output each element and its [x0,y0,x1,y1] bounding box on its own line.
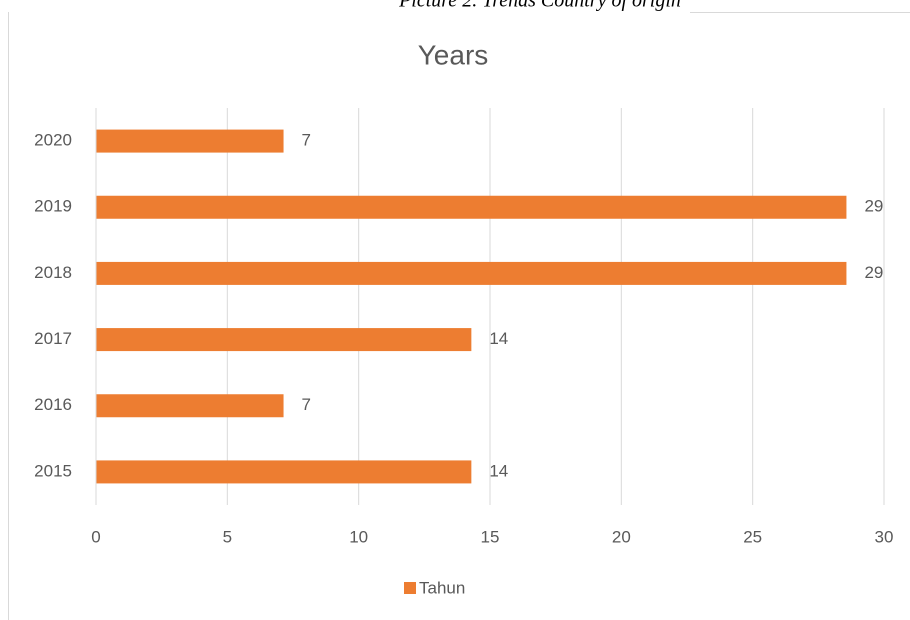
bar [96,129,284,153]
data-label: 14 [489,461,508,480]
y-tick-label: 2020 [34,131,72,150]
x-tick-label: 30 [875,527,894,546]
data-label: 29 [864,263,883,282]
y-tick-label: 2016 [34,395,72,414]
chart-title: Years [418,39,489,70]
bar [96,261,847,285]
y-tick-label: 2017 [34,329,72,348]
y-tick-label: 2015 [34,461,72,480]
x-tick-label: 5 [223,527,232,546]
x-tick-label: 10 [349,527,368,546]
x-tick-label: 0 [91,527,100,546]
x-tick-label: 15 [481,527,500,546]
y-tick-label: 2018 [34,263,72,282]
data-label: 29 [864,197,883,216]
y-tick-label: 2019 [34,197,72,216]
x-tick-label: 25 [743,527,762,546]
bar [96,394,284,418]
x-tick-label: 20 [612,527,631,546]
data-label: 14 [489,329,508,348]
bar [96,195,847,219]
legend-swatch [404,582,416,594]
data-label: 7 [302,395,311,414]
data-label: 7 [302,131,311,150]
bar [96,460,472,484]
legend-label: Tahun [419,578,465,597]
caption: Picture 2. Trends Country of origin [398,0,681,12]
bar [96,328,472,352]
